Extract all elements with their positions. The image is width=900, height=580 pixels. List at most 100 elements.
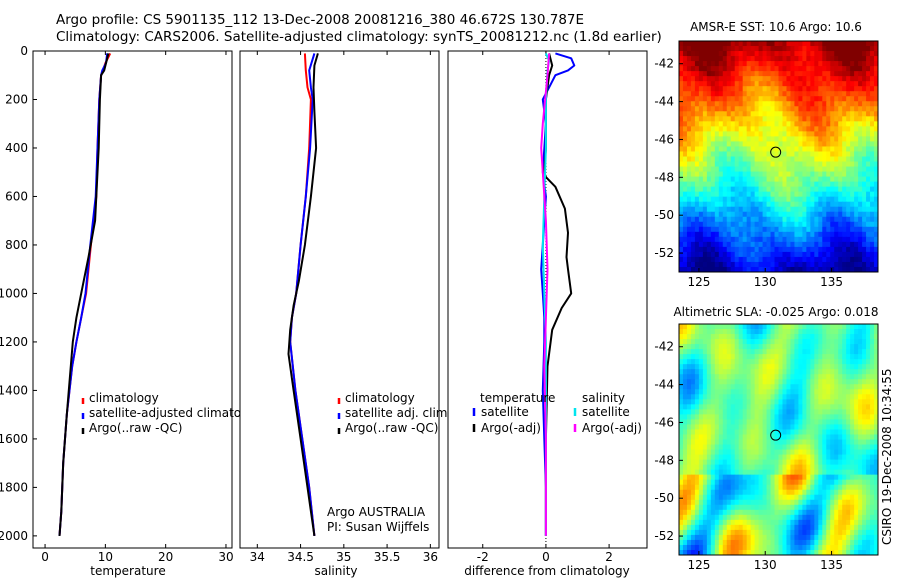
heatmap-cell (734, 544, 740, 551)
heatmap-cell (830, 339, 835, 345)
heatmap-cell (706, 469, 712, 476)
heatmap-cell (826, 256, 831, 263)
heatmap-cell (766, 459, 772, 466)
heatmap-cell (846, 91, 851, 97)
heatmap-cell (802, 404, 807, 410)
heatmap-cell (798, 86, 803, 92)
heatmap-cell (802, 171, 807, 178)
heatmap-cell (714, 121, 720, 127)
heatmap-cell (838, 494, 843, 501)
heatmap-cell (758, 246, 764, 253)
heatmap-cell (874, 106, 878, 112)
heatmap-cell (679, 171, 684, 178)
heatmap-cell (722, 429, 728, 436)
heatmap-cell (838, 241, 843, 248)
heatmap-cell (762, 519, 768, 526)
heatmap-cell (866, 379, 871, 385)
heatmap-cell (854, 354, 859, 360)
heatmap-cell (750, 206, 756, 213)
heatmap-cell (702, 389, 708, 395)
heatmap-cell (706, 171, 712, 178)
heatmap-cell (722, 266, 728, 272)
heatmap-cell (842, 96, 847, 102)
heatmap-cell (830, 479, 835, 486)
heatmap-cell (874, 549, 878, 555)
heatmap-cell (690, 399, 696, 405)
heatmap-cell (842, 544, 847, 551)
heatmap-cell (726, 389, 732, 395)
y-tick-label: -42 (654, 57, 674, 71)
heatmap-cell (794, 539, 799, 546)
heatmap-cell (750, 171, 756, 178)
heatmap-cell (706, 166, 712, 173)
heatmap-cell (714, 221, 720, 228)
heatmap-cell (790, 454, 796, 461)
heatmap-cell (854, 344, 859, 350)
heatmap-cell (790, 201, 796, 208)
heatmap-cell (874, 484, 878, 491)
heatmap-cell (726, 231, 732, 238)
heatmap-cell (866, 116, 871, 122)
heatmap-cell (682, 161, 688, 168)
heatmap-cell (682, 454, 688, 461)
heatmap-cell (714, 41, 720, 47)
heatmap-cell (798, 379, 803, 385)
heatmap-cell (790, 71, 796, 77)
heatmap-cell (870, 379, 875, 385)
heatmap-cell (838, 261, 843, 268)
heatmap-cell (686, 236, 692, 243)
heatmap-cell (838, 96, 843, 102)
heatmap-cell (718, 354, 724, 360)
heatmap-cell (750, 101, 756, 107)
heatmap-cell (698, 374, 704, 380)
heatmap-cell (718, 56, 724, 62)
heatmap-cell (834, 166, 839, 173)
heatmap-cell (686, 116, 692, 122)
heatmap-cell (854, 96, 859, 102)
heatmap-cell (754, 344, 760, 350)
heatmap-cell (718, 369, 724, 375)
heatmap-cell (690, 266, 696, 272)
heatmap-cell (814, 146, 819, 153)
heatmap-cell (778, 409, 784, 415)
heatmap-cell (758, 444, 764, 451)
heatmap-cell (746, 61, 752, 67)
heatmap-cell (842, 374, 847, 380)
heatmap-cell (818, 514, 823, 521)
y-tick-label: 1600 (0, 432, 28, 446)
heatmap-cell (838, 151, 843, 158)
heatmap-cell (742, 474, 748, 481)
heatmap-cell (834, 444, 839, 451)
heatmap-cell (702, 226, 708, 233)
heatmap-cell (702, 161, 708, 168)
heatmap-cell (818, 206, 823, 213)
heatmap-cell (702, 206, 708, 213)
heatmap-cell (742, 96, 748, 102)
heatmap-cell (679, 121, 684, 127)
heatmap-cell (734, 196, 740, 203)
heatmap-cell (686, 434, 692, 441)
heatmap-cell (686, 226, 692, 233)
heatmap-cell (782, 71, 788, 77)
heatmap-cell (742, 91, 748, 97)
heatmap-cell (746, 151, 752, 158)
heatmap-cell (694, 256, 700, 263)
heatmap-cell (738, 56, 744, 62)
heatmap-cell (826, 484, 831, 491)
heatmap-cell (750, 121, 756, 127)
heatmap-cell (854, 66, 859, 72)
heatmap-cell (794, 334, 799, 340)
heatmap-cell (722, 126, 728, 132)
heatmap-cell (682, 216, 688, 223)
heatmap-cell (766, 251, 772, 258)
heatmap-cell (686, 329, 692, 335)
heatmap-cell (794, 339, 799, 345)
heatmap-cell (858, 529, 863, 536)
heatmap-cell (679, 86, 684, 92)
heatmap-cell (746, 231, 752, 238)
heatmap-cell (782, 51, 788, 57)
heatmap-cell (690, 534, 696, 541)
heatmap-cell (862, 514, 867, 521)
heatmap-cell (762, 349, 768, 355)
heatmap-cell (782, 256, 788, 263)
